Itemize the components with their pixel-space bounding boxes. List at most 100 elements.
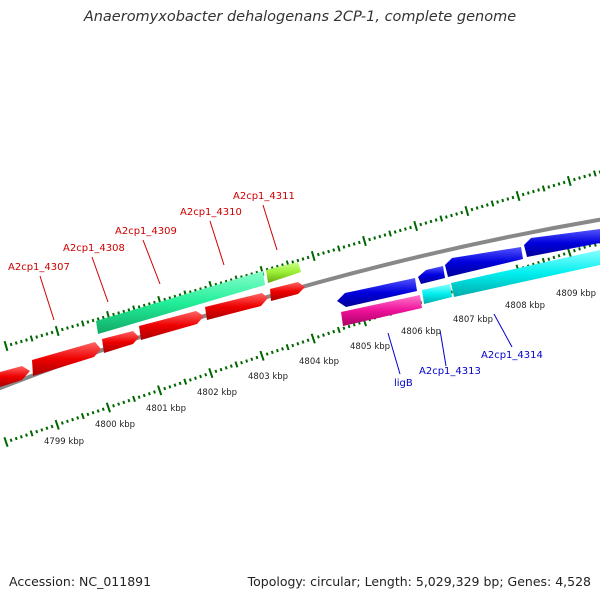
tick-mark <box>127 308 131 312</box>
tick-mark <box>296 258 300 263</box>
tick-mark <box>362 235 367 247</box>
tick-mark <box>409 225 412 230</box>
scale-label: 4801 kbp <box>146 404 186 414</box>
tick-mark <box>25 338 28 342</box>
tick-mark <box>552 183 556 188</box>
scale-label: 4807 kbp <box>453 315 493 325</box>
tick-mark <box>178 381 182 386</box>
scale-label: 4806 kbp <box>401 327 441 337</box>
tick-mark <box>296 341 300 346</box>
tick-mark <box>388 230 392 237</box>
tick-mark <box>322 333 325 337</box>
tick-mark <box>29 335 34 342</box>
tick-mark <box>573 177 576 182</box>
tick-mark <box>444 215 448 219</box>
tick-mark <box>562 252 566 256</box>
tick-mark <box>71 324 74 329</box>
tick-mark <box>147 391 151 396</box>
tick-mark <box>229 364 233 368</box>
tick-mark <box>460 210 464 215</box>
tick-mark <box>29 430 34 437</box>
tick-mark <box>439 215 444 222</box>
gene-label-leaders <box>39 204 513 375</box>
tick-mark <box>378 234 382 239</box>
cds-feature-4307b <box>32 342 101 376</box>
rna-feature-ligB <box>341 295 422 326</box>
tick-mark <box>19 435 23 439</box>
tick-mark <box>578 247 581 251</box>
tick-mark <box>35 335 39 339</box>
tick-mark <box>40 428 44 432</box>
tick-mark <box>393 230 397 234</box>
tick-mark <box>157 385 163 396</box>
tick-mark <box>3 340 9 352</box>
tick-mark <box>496 200 499 204</box>
tick-mark <box>588 173 592 177</box>
tick-mark <box>153 390 156 394</box>
tick-mark <box>96 317 100 321</box>
tick-mark <box>537 188 540 192</box>
tick-mark <box>127 398 131 403</box>
tick-mark <box>398 228 402 233</box>
cds-feature-4308 <box>102 331 139 353</box>
tick-mark <box>101 315 105 320</box>
tick-mark <box>450 290 453 294</box>
cds-feature-4314a <box>445 247 523 277</box>
tick-mark <box>566 175 572 187</box>
tick-mark <box>50 424 54 429</box>
scale-label: 4803 kbp <box>248 372 288 382</box>
tick-mark <box>434 218 438 222</box>
cds-feature-4310 <box>205 293 268 320</box>
tick-mark <box>76 323 80 327</box>
tick-mark <box>281 347 284 351</box>
tick-mark <box>347 243 351 248</box>
tick-mark <box>562 180 566 185</box>
tick-mark <box>342 326 346 330</box>
tick-mark <box>342 245 346 249</box>
rna-feature-4314 <box>451 250 600 297</box>
tick-mark <box>132 395 136 403</box>
tick-mark <box>9 342 13 347</box>
gene-label-ligB: ligB <box>394 378 413 389</box>
gene-label-4307: A2cp1_4307 <box>8 262 70 273</box>
tick-mark <box>142 393 146 398</box>
gene-label-4308: A2cp1_4308 <box>63 243 125 254</box>
tick-mark <box>413 220 419 232</box>
tick-mark <box>521 192 525 197</box>
tick-mark <box>50 330 54 335</box>
tick-mark <box>76 416 80 420</box>
tick-mark <box>117 311 121 315</box>
tick-mark <box>291 260 295 264</box>
tick-mark <box>234 361 239 368</box>
tick-mark <box>566 247 572 258</box>
reverse-strand-features <box>337 229 600 326</box>
tick-mark <box>219 367 223 372</box>
tick-mark <box>275 348 279 353</box>
tick-mark <box>199 374 203 379</box>
tick-mark <box>204 373 208 377</box>
tick-mark <box>332 248 336 252</box>
cds-feature-4314b <box>524 229 600 257</box>
tick-mark <box>490 200 495 207</box>
gene-label-4310: A2cp1_4310 <box>180 207 242 218</box>
accession-text: Accession: NC_011891 <box>9 574 152 589</box>
tick-mark <box>301 257 305 261</box>
tick-mark <box>373 236 377 240</box>
gene-labels: A2cp1_4307 A2cp1_4308 A2cp1_4309 A2cp1_4… <box>8 191 543 389</box>
scale-label: 4808 kbp <box>505 301 545 311</box>
tick-mark <box>347 324 351 329</box>
tick-mark <box>137 305 141 309</box>
tick-mark <box>583 174 587 179</box>
tick-mark <box>450 213 453 218</box>
map-title: Anaeromyxobacter dehalogenans 2CP-1, com… <box>83 9 517 25</box>
tick-mark <box>357 240 361 245</box>
tick-mark <box>208 367 214 379</box>
cds-feature-4313 <box>418 266 445 284</box>
genome-stats-text: Topology: circular; Length: 5,029,329 bp… <box>247 574 591 589</box>
tick-mark <box>310 333 316 344</box>
rna-feature-4311 <box>266 262 301 283</box>
tick-mark <box>583 245 587 249</box>
tick-mark <box>419 222 423 227</box>
tick-mark <box>3 436 9 448</box>
